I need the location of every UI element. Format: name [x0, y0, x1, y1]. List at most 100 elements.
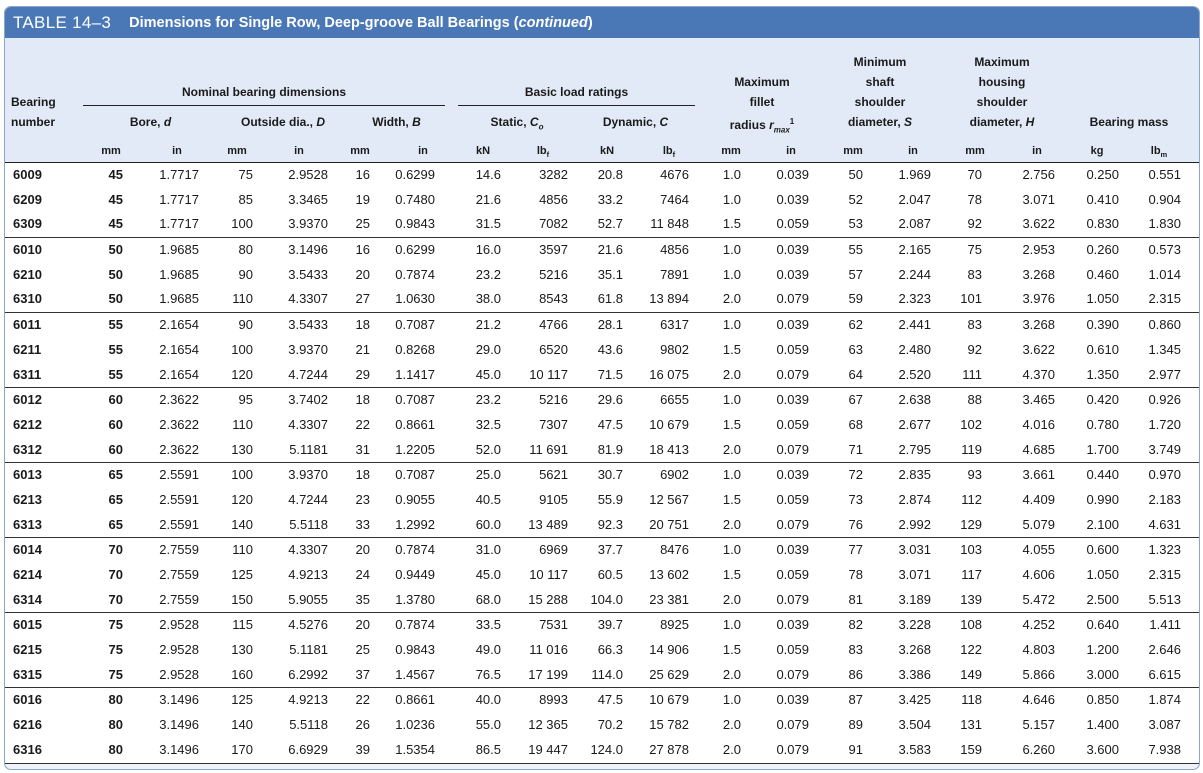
table-cell: 78 — [967, 191, 982, 207]
table-cell: 0.039 — [776, 542, 809, 558]
table-cell: 4.646 — [1022, 692, 1055, 708]
table-cell: 1.0 — [722, 242, 741, 258]
table-cell: 19 — [355, 191, 370, 207]
table-cell: 85 — [238, 191, 253, 207]
table-cell: 70 — [967, 167, 982, 182]
table-cell: 2.7559 — [159, 567, 199, 582]
table-cell: 22 — [355, 416, 370, 432]
table-cell: 2.9528 — [159, 617, 199, 633]
table-cell: 0.039 — [776, 317, 809, 333]
table-cell: 7464 — [660, 191, 689, 207]
table-cell: 14.6 — [475, 167, 501, 182]
unit-label: in — [418, 145, 428, 157]
unit-label: in — [908, 145, 918, 157]
table-cell: 20 751 — [649, 516, 689, 532]
table-cell: 8925 — [660, 617, 689, 633]
table-cell: 3597 — [539, 242, 568, 258]
table-cell: 170 — [231, 741, 253, 757]
table-cell: 75 — [238, 167, 253, 182]
table-body: 6009 45 1.7717 75 2.9528 16 0.6299 14.6 3282 20.8… — [5, 163, 1199, 764]
table-cell: 57 — [848, 266, 863, 282]
table-cell: 68 — [848, 416, 863, 432]
table-cell: 2.3622 — [159, 441, 199, 457]
table-row: 6216 80 3.1496 140 5.5118 26 1.0236 55.0 12 365 7… — [5, 713, 1199, 738]
table-cell: 0.079 — [776, 741, 809, 757]
table-cell: 112 — [961, 491, 982, 507]
table-cell: 125 — [231, 692, 253, 708]
table-cell: 86 — [848, 666, 863, 682]
table-cell: 15 288 — [528, 591, 568, 607]
table-row: 6010 50 1.9685 80 3.1496 16 0.6299 16.0 3597 21.6… — [5, 238, 1199, 263]
table-cell: 3.1496 — [159, 717, 199, 733]
bearing-number-cell: 6216 — [13, 717, 42, 733]
unit-label: lbf — [536, 145, 550, 160]
table-cell: 2.0 — [722, 591, 741, 607]
table-cell: 3.583 — [898, 741, 931, 757]
table-cell: 1.1417 — [395, 366, 435, 382]
table-cell: 1.411 — [1149, 617, 1181, 633]
table-cell: 130 — [231, 642, 253, 658]
bearing-number-cell: 6011 — [13, 317, 42, 333]
table-cell: 39 — [355, 741, 370, 757]
bearing-number-cell: 6214 — [13, 567, 42, 582]
table-cell: 2.3622 — [159, 416, 199, 432]
table-cell: 13 894 — [649, 291, 689, 307]
table-cell: 40.0 — [475, 692, 501, 708]
table-cell: 0.7087 — [395, 392, 435, 408]
table-cell: 30.7 — [597, 467, 623, 483]
table-cell: 5.079 — [1022, 516, 1055, 532]
table-cell: 1.720 — [1148, 416, 1181, 432]
table-cell: 50 — [108, 266, 123, 282]
bearing-number-cell: 6315 — [13, 666, 42, 682]
table-cell: 2.0 — [722, 441, 741, 457]
table-cell: 11 848 — [650, 216, 689, 232]
table-cell: 6.6929 — [288, 741, 328, 757]
unit-label: in — [172, 145, 182, 157]
table-cell: 3.268 — [898, 642, 931, 658]
table-cell: 17 199 — [528, 666, 568, 682]
table-cell: 52 — [848, 191, 863, 207]
header-basic-load-ratings: Basic load ratings — [524, 85, 629, 99]
table-cell: 4.606 — [1022, 567, 1055, 582]
table-cell: 0.260 — [1086, 242, 1119, 258]
table-cell: 0.059 — [776, 416, 809, 432]
table-cell: 80 — [108, 741, 123, 757]
table-cell: 2.0 — [722, 741, 741, 757]
table-cell: 25 629 — [649, 666, 689, 682]
table-cell: 2.5591 — [159, 467, 199, 483]
table-cell: 4.631 — [1148, 516, 1181, 532]
bearing-number-cell: 6009 — [13, 167, 42, 182]
table-cell: 12 365 — [528, 717, 568, 733]
table-row: 6009 45 1.7717 75 2.9528 16 0.6299 14.6 3282 20.8… — [5, 163, 1199, 188]
table-cell: 60.5 — [597, 567, 623, 582]
table-cell: 31.0 — [475, 542, 501, 558]
table-cell: 6969 — [539, 542, 568, 558]
table-cell: 1.0 — [722, 542, 741, 558]
table-cell: 120 — [231, 366, 253, 382]
table-cell: 52.7 — [597, 216, 623, 232]
table-cell: 1.200 — [1086, 642, 1119, 658]
table-cell: 63 — [848, 341, 863, 357]
header-static: Static, Co — [490, 115, 544, 132]
table-cell: 2.646 — [1148, 642, 1181, 658]
table-cell: 1.7717 — [159, 216, 199, 232]
table-cell: 1.7717 — [159, 191, 199, 207]
table-cell: 4676 — [660, 167, 689, 182]
table-cell: 11 016 — [529, 642, 568, 658]
table-cell: 103 — [960, 542, 982, 558]
table-cell: 5216 — [539, 392, 568, 408]
table-cell: 117 — [961, 567, 982, 582]
table-row: 6315 75 2.9528 160 6.2992 37 1.4567 76.5 17 199 1… — [5, 663, 1199, 689]
header-max-fillet-radius: Maximum fillet radius rmax1 — [729, 75, 795, 135]
table-cell: 2.9528 — [288, 167, 328, 182]
table-cell: 83 — [967, 317, 982, 333]
table-cell: 11 691 — [529, 441, 568, 457]
column-headers: Bearing number Nominal bearing dimensions… — [5, 38, 1199, 140]
table-cell: 5.1181 — [289, 441, 328, 457]
table-cell: 149 — [960, 666, 982, 682]
table-cell: 39.7 — [597, 617, 623, 633]
table-cell: 2.5591 — [159, 516, 199, 532]
table-cell: 4.9213 — [288, 692, 328, 708]
table-cell: 87 — [848, 692, 863, 708]
table-cell: 55 — [108, 317, 123, 333]
